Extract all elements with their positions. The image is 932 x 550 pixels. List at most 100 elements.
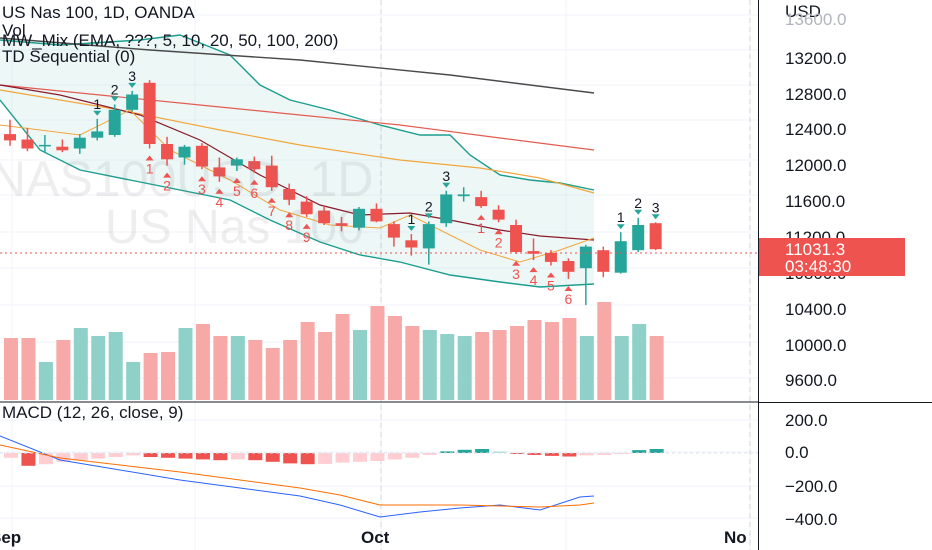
candle-body [178, 146, 191, 158]
volume-bar [318, 332, 333, 400]
td-count-label: 5 [233, 183, 241, 199]
candle-body [248, 161, 261, 170]
volume-bar [335, 314, 350, 400]
macd-axis-tick: 200.0 [785, 411, 828, 430]
axis-tick: 9600.0 [785, 371, 837, 390]
td-marker [128, 82, 137, 88]
candle-body [475, 197, 488, 207]
candle-body [579, 246, 592, 269]
macd-histogram-bar [318, 453, 333, 464]
candle-body [335, 223, 348, 226]
legend-mw-mix[interactable]: MW_Mix (EMA, ???, 5, 10, 20, 50, 100, 20… [2, 31, 339, 50]
volume-bar [230, 336, 245, 400]
candle-body [195, 145, 208, 167]
td-count-label: 3 [128, 68, 136, 84]
band-upper-line [0, 34, 595, 191]
candle-body [422, 224, 435, 249]
volume-bar [178, 328, 193, 400]
candle-body [161, 144, 174, 160]
td-count-label: 4 [216, 194, 224, 210]
macd-histogram-bar [527, 453, 542, 455]
macd-axis-tick: −400.0 [785, 510, 838, 529]
macd-line [0, 435, 595, 518]
td-marker [163, 172, 172, 178]
td-count-label: 4 [530, 272, 538, 288]
axis-tick: 12800.0 [785, 85, 847, 104]
axis-tick: 10400.0 [785, 300, 847, 319]
macd-histogram-bar [632, 450, 647, 453]
time-label-sep: Sep [0, 528, 22, 547]
macd-histogram-bar [143, 453, 158, 457]
td-marker [197, 176, 206, 182]
td-marker [512, 260, 521, 266]
macd-histogram-bar [353, 453, 367, 462]
volume-bar [527, 320, 542, 400]
candle-body [632, 225, 645, 251]
macd-histogram-bar [649, 449, 664, 453]
candle-body [38, 144, 51, 147]
macd-histogram-bar [370, 453, 385, 461]
td-count-label: 1 [407, 211, 415, 227]
macd-signal-line [0, 444, 595, 508]
candles [4, 80, 662, 306]
candle-body [597, 250, 610, 272]
bar-countdown: 03:48:30 [785, 257, 852, 276]
macd-histogram-bar [387, 453, 402, 460]
macd-histogram-bar [91, 453, 106, 459]
td-count-label: 3 [652, 199, 660, 215]
legend-symbol[interactable]: US Nas 100, 1D, OANDA [2, 3, 195, 22]
axis-currency: USD [785, 2, 821, 21]
macd-histogram-bar [579, 453, 594, 456]
volume-bar [422, 330, 437, 400]
volume-bar [73, 328, 88, 400]
macd-histogram-bar [422, 453, 437, 455]
candle-body [614, 241, 627, 273]
legend-macd[interactable]: MACD (12, 26, close, 9) [2, 403, 184, 422]
macd-histogram-bar [562, 453, 577, 457]
candle-body [457, 194, 470, 197]
candle-body [387, 224, 400, 238]
td-count-label: 9 [303, 229, 311, 245]
volume-bar [597, 302, 612, 400]
td-marker [215, 188, 224, 194]
candle-body [405, 240, 418, 248]
macd-histogram-bar [283, 453, 298, 464]
price-axis[interactable]: USD 13600.0 13200.0 12800.0 12400.0 1200… [758, 0, 932, 550]
td-marker [634, 209, 643, 215]
axis-tick: 12400.0 [785, 120, 847, 139]
macd-histogram-bar [230, 453, 245, 460]
td-marker [267, 197, 276, 203]
volume-bar [649, 336, 664, 400]
watermark-description: US Nas 100 [105, 201, 364, 254]
legend-volume[interactable]: Vol [2, 21, 26, 40]
td-count-label: 1 [617, 209, 625, 225]
macd-axis-tick: −200.0 [785, 477, 838, 496]
legend-td-sequential[interactable]: TD Sequential (0) [2, 47, 136, 66]
td-count-label: 3 [512, 266, 520, 282]
macd-histogram-bar [492, 451, 507, 453]
volume-bar [510, 326, 525, 400]
volume-bar [265, 348, 280, 400]
td-marker [93, 110, 102, 116]
volume-bar [579, 336, 594, 400]
ema-100-line [0, 84, 595, 151]
macd-histogram-bar [597, 453, 612, 455]
macd-histogram-bar [300, 453, 315, 465]
volume-bar [405, 326, 420, 400]
td-marker [494, 229, 503, 235]
volume-bar [56, 340, 71, 400]
candle-body [73, 137, 86, 149]
volume-bar [21, 338, 36, 400]
td-marker [232, 178, 241, 183]
candle-body [143, 82, 156, 144]
candle-body [527, 251, 540, 254]
volume-bar [353, 330, 367, 400]
candle-body [108, 109, 121, 135]
td-count-label: 2 [111, 81, 119, 97]
volume-bar [632, 324, 647, 400]
candle-body [353, 208, 365, 228]
time-label-nov: No [724, 528, 747, 547]
candle-body [265, 165, 278, 188]
ema-200-line [0, 37, 595, 94]
